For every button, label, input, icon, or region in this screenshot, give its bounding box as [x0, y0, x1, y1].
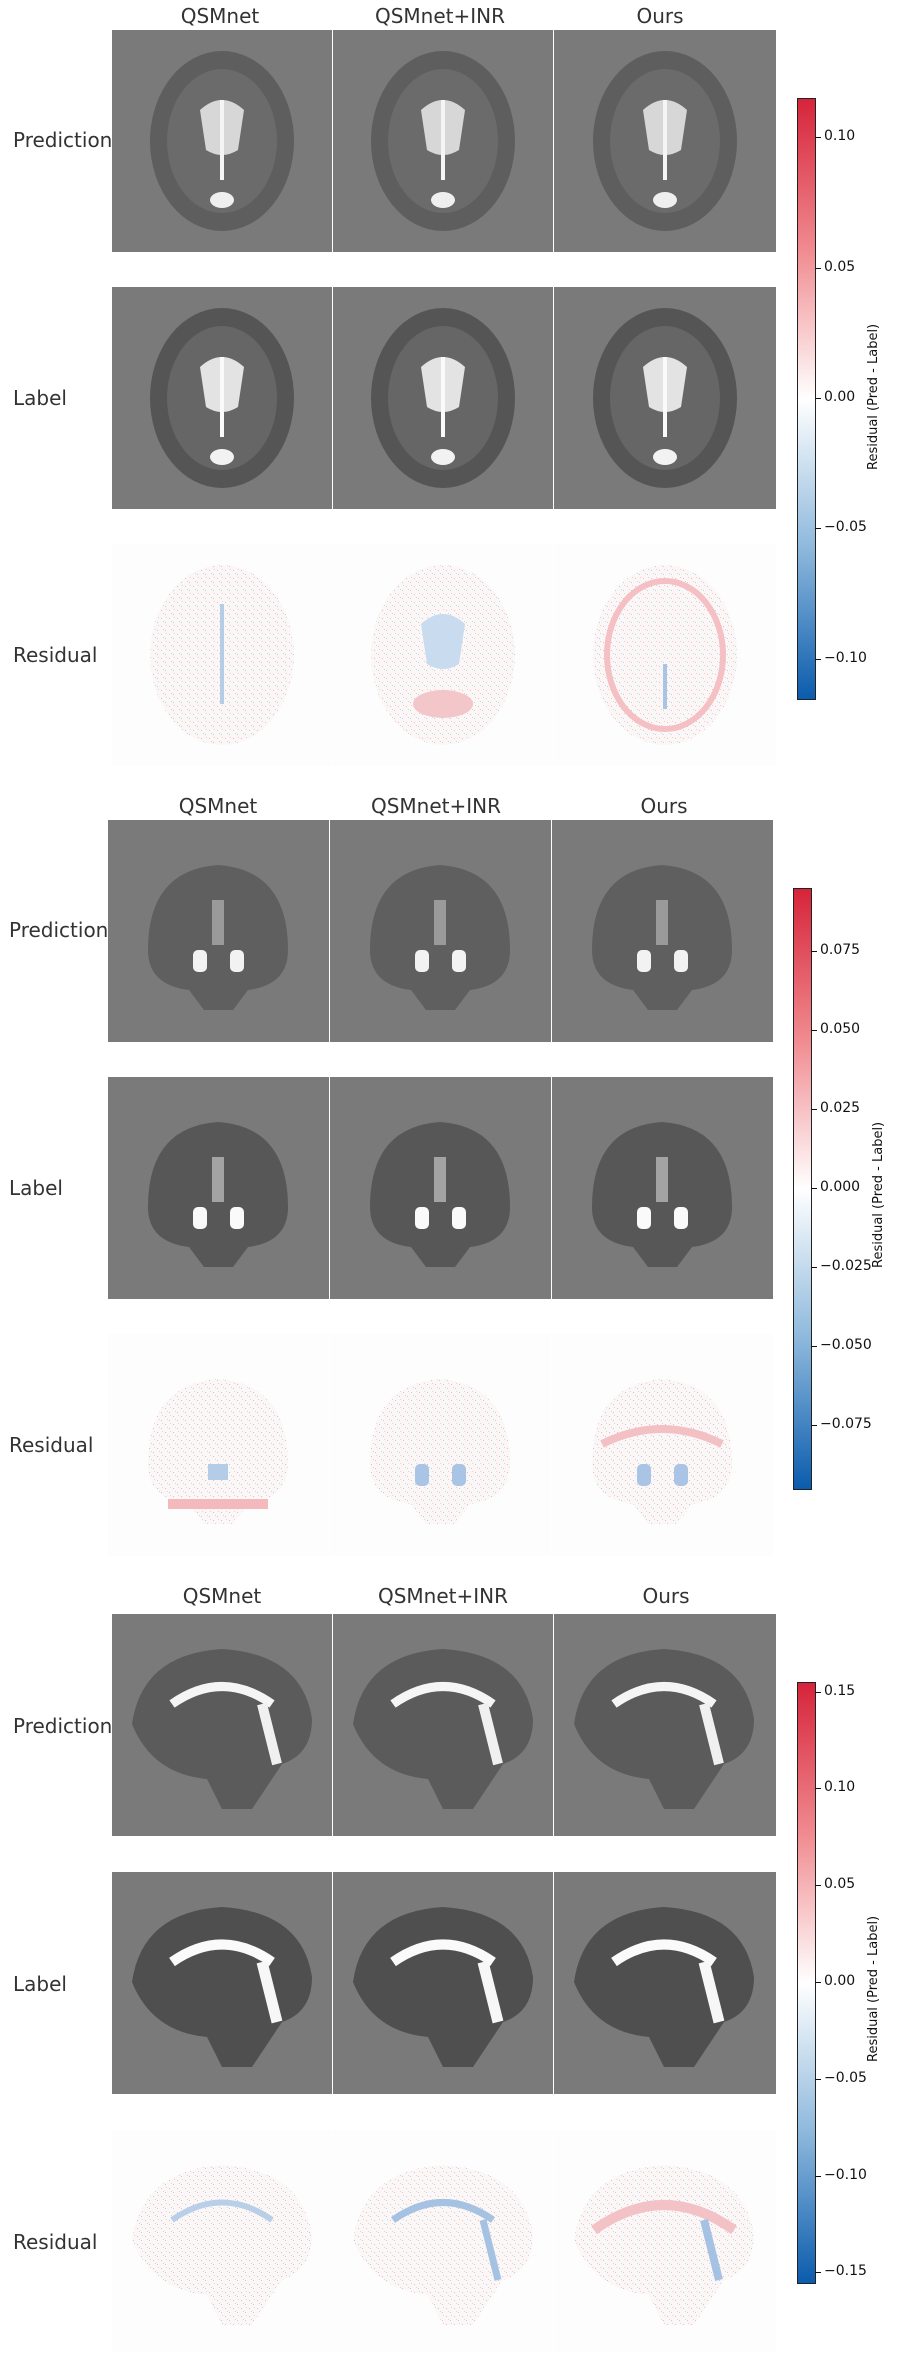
axial-prediction-qsmnet-inr	[333, 30, 553, 252]
colorbar-tick-mark	[815, 1788, 821, 1790]
colorbar-tick-mark	[815, 2175, 821, 2177]
colorbar-tick-label: −0.025	[820, 1257, 872, 1274]
colorbar-tick-label: 0.00	[824, 389, 856, 405]
colorbar-tick-label: 0.05	[824, 258, 856, 275]
axial-label-qsmnet-inr	[333, 287, 553, 509]
sagittal-label-qsmnet	[112, 1872, 332, 2094]
colorbar-title: Residual (Pred - Label)	[871, 1121, 886, 1268]
col-title-ours: Ours	[642, 1584, 690, 1608]
colorbar-tick-label: 0.075	[820, 942, 861, 959]
row-label-residual: Residual	[13, 643, 98, 667]
sagittal-prediction-qsmnet	[112, 1614, 332, 1836]
colorbar-tick-mark	[815, 1691, 821, 1693]
axial-prediction-qsmnet	[112, 30, 332, 252]
colorbar-tick-mark	[811, 1345, 817, 1347]
colorbar-sagittal	[797, 1682, 816, 2284]
sagittal-label-ours	[554, 1872, 776, 2094]
colorbar-axial	[797, 98, 816, 700]
col-title-qsmnet: QSMnet	[180, 4, 260, 28]
row-label-residual: Residual	[9, 1433, 94, 1457]
col-title-ours: Ours	[636, 4, 684, 28]
colorbar-tick-label: −0.05	[824, 519, 867, 536]
colorbar-tick-mark	[815, 2272, 821, 2274]
colorbar-tick-mark	[815, 1982, 821, 1983]
colorbar-title: Residual (Pred - Label)	[866, 1915, 881, 2062]
colorbar-tick-label: −0.05	[824, 2069, 867, 2086]
col-title-qsmnet-inr: QSMnet+INR	[377, 1584, 509, 1608]
colorbar-tick-mark	[815, 1885, 821, 1887]
colorbar-tick-mark	[815, 398, 821, 399]
colorbar-tick-mark	[811, 1109, 817, 1111]
col-title-qsmnet: QSMnet	[178, 794, 258, 818]
colorbar-tick-mark	[815, 528, 821, 530]
axial-label-qsmnet	[112, 287, 332, 509]
colorbar-tick-label: 0.050	[820, 1021, 861, 1038]
colorbar-tick-label: 0.10	[824, 1779, 856, 1796]
sagittal-prediction-qsmnet-inr	[333, 1614, 553, 1836]
colorbar-tick-mark	[811, 951, 817, 953]
colorbar-tick-mark	[815, 267, 821, 269]
sagittal-residual-qsmnet-inr	[333, 2130, 553, 2352]
sagittal-label-qsmnet-inr	[333, 1872, 553, 2094]
colorbar-tick-label: −0.10	[824, 2166, 867, 2183]
colorbar-tick-mark	[811, 1188, 817, 1189]
coronal-label-qsmnet-inr	[330, 1077, 551, 1299]
axial-residual-ours	[554, 544, 776, 766]
colorbar-tick-label: 0.05	[824, 1876, 856, 1893]
row-label-prediction: Prediction	[13, 128, 113, 152]
axial-residual-qsmnet-inr	[333, 544, 553, 766]
axial-prediction-ours	[554, 30, 776, 252]
sagittal-prediction-ours	[554, 1614, 776, 1836]
row-label-prediction: Prediction	[13, 1714, 113, 1738]
sagittal-residual-ours	[554, 2130, 776, 2352]
colorbar-tick-label: 0.00	[824, 1973, 856, 1989]
colorbar-tick-label: 0.10	[824, 128, 856, 145]
panel-axial: QSMnet QSMnet+INR Ours Prediction Label …	[0, 0, 900, 790]
colorbar-tick-label: −0.075	[820, 1415, 872, 1432]
coronal-residual-ours	[552, 1334, 773, 1556]
colorbar-tick-mark	[811, 1030, 817, 1032]
sagittal-residual-qsmnet	[112, 2130, 332, 2352]
coronal-prediction-qsmnet	[108, 820, 329, 1042]
coronal-residual-qsmnet	[108, 1334, 329, 1556]
row-label-label: Label	[13, 386, 67, 410]
axial-label-ours	[554, 287, 776, 509]
colorbar-title: Residual (Pred - Label)	[866, 323, 881, 470]
colorbar-tick-mark	[811, 1424, 817, 1426]
colorbar-tick-mark	[815, 2078, 821, 2080]
colorbar-tick-label: −0.15	[824, 2263, 867, 2280]
panel-sagittal: QSMnet QSMnet+INR Ours Prediction Label …	[0, 1580, 900, 2370]
colorbar-tick-mark	[815, 137, 821, 139]
coronal-prediction-qsmnet-inr	[330, 820, 551, 1042]
colorbar-tick-label: 0.000	[820, 1179, 861, 1195]
row-label-residual: Residual	[13, 2230, 98, 2254]
colorbar-tick-label: 0.025	[820, 1100, 861, 1117]
colorbar-tick-label: −0.10	[824, 649, 867, 666]
colorbar-coronal	[793, 888, 812, 1490]
row-label-label: Label	[13, 1972, 67, 1996]
coronal-residual-qsmnet-inr	[330, 1334, 551, 1556]
axial-residual-qsmnet	[112, 544, 332, 766]
panel-coronal: QSMnet QSMnet+INR Ours Prediction Label …	[0, 790, 900, 1580]
col-title-qsmnet: QSMnet	[182, 1584, 262, 1608]
coronal-prediction-ours	[552, 820, 773, 1042]
colorbar-tick-mark	[815, 658, 821, 660]
col-title-ours: Ours	[640, 794, 688, 818]
colorbar-tick-label: 0.15	[824, 1682, 856, 1699]
coronal-label-qsmnet	[108, 1077, 329, 1299]
row-label-prediction: Prediction	[9, 918, 109, 942]
colorbar-tick-label: −0.050	[820, 1336, 872, 1353]
col-title-qsmnet-inr: QSMnet+INR	[374, 4, 506, 28]
colorbar-tick-mark	[811, 1266, 817, 1268]
coronal-label-ours	[552, 1077, 773, 1299]
col-title-qsmnet-inr: QSMnet+INR	[370, 794, 502, 818]
row-label-label: Label	[9, 1176, 63, 1200]
